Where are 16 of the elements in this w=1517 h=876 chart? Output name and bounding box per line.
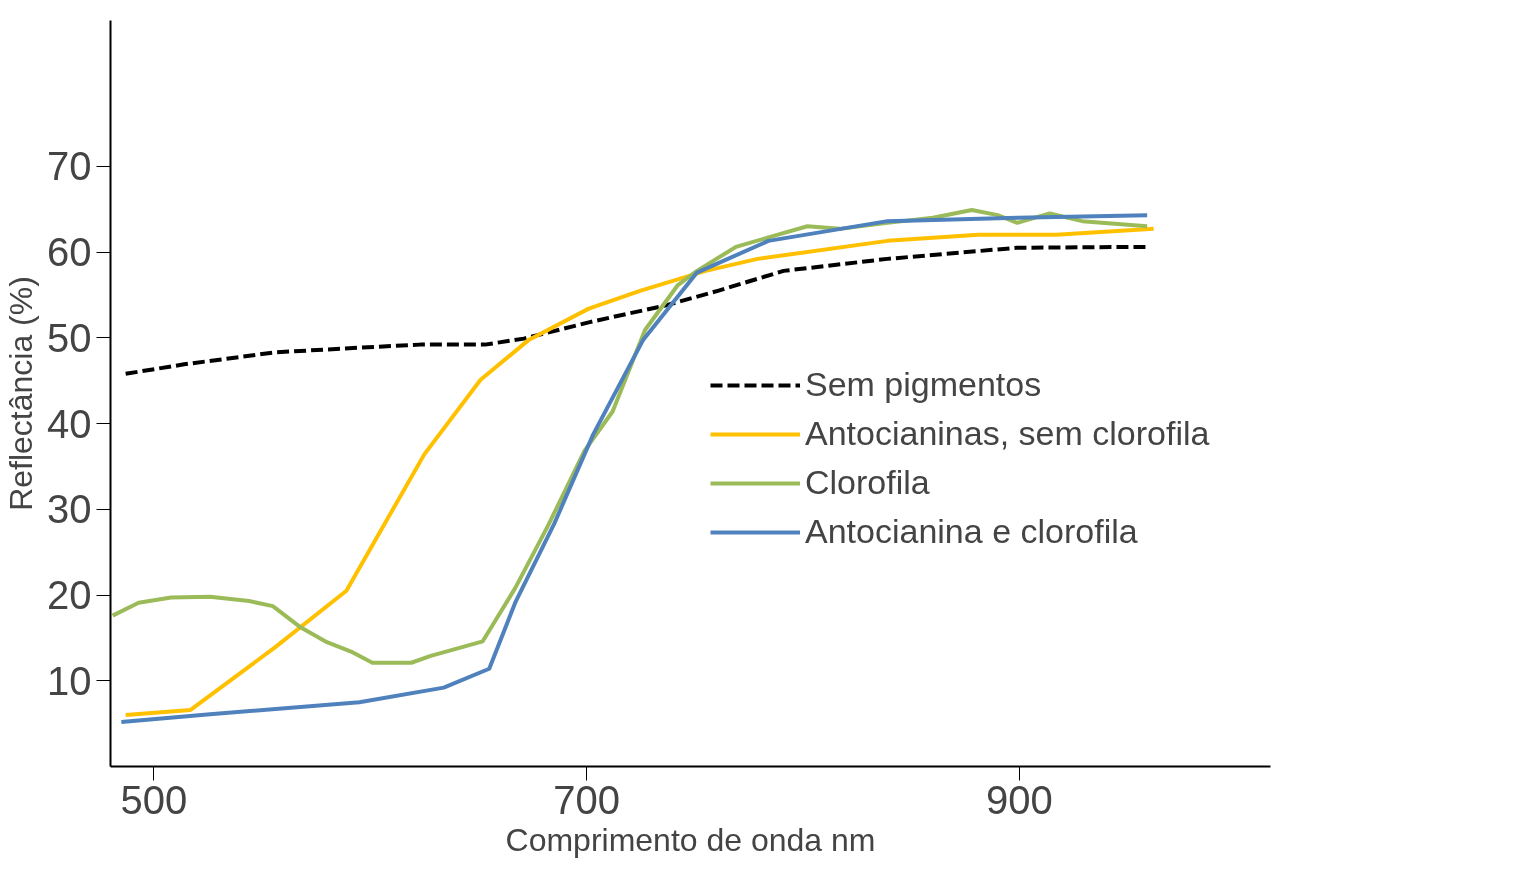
y-tick-label: 20 xyxy=(47,573,92,618)
legend-label: Clorofila xyxy=(805,463,930,502)
y-tick-label: 60 xyxy=(47,230,92,275)
y-tick-label: 50 xyxy=(47,315,92,360)
y-tick-label: 10 xyxy=(47,658,92,703)
x-axis-title: Comprimento de onda nm xyxy=(505,821,876,858)
legend-label: Sem pigmentos xyxy=(805,365,1042,404)
y-tick-label: 30 xyxy=(47,487,92,532)
legend-label: Antocianinas, sem clorofila xyxy=(805,414,1210,453)
y-axis-title: Reflectância (%) xyxy=(3,276,40,511)
x-tick-label: 900 xyxy=(986,777,1053,822)
x-tick-label: 700 xyxy=(553,777,620,822)
y-tick-label: 70 xyxy=(47,144,92,189)
y-tick-label: 40 xyxy=(47,401,92,446)
x-tick-label: 500 xyxy=(120,777,188,822)
legend-label: Antocianina e clorofila xyxy=(805,512,1138,551)
